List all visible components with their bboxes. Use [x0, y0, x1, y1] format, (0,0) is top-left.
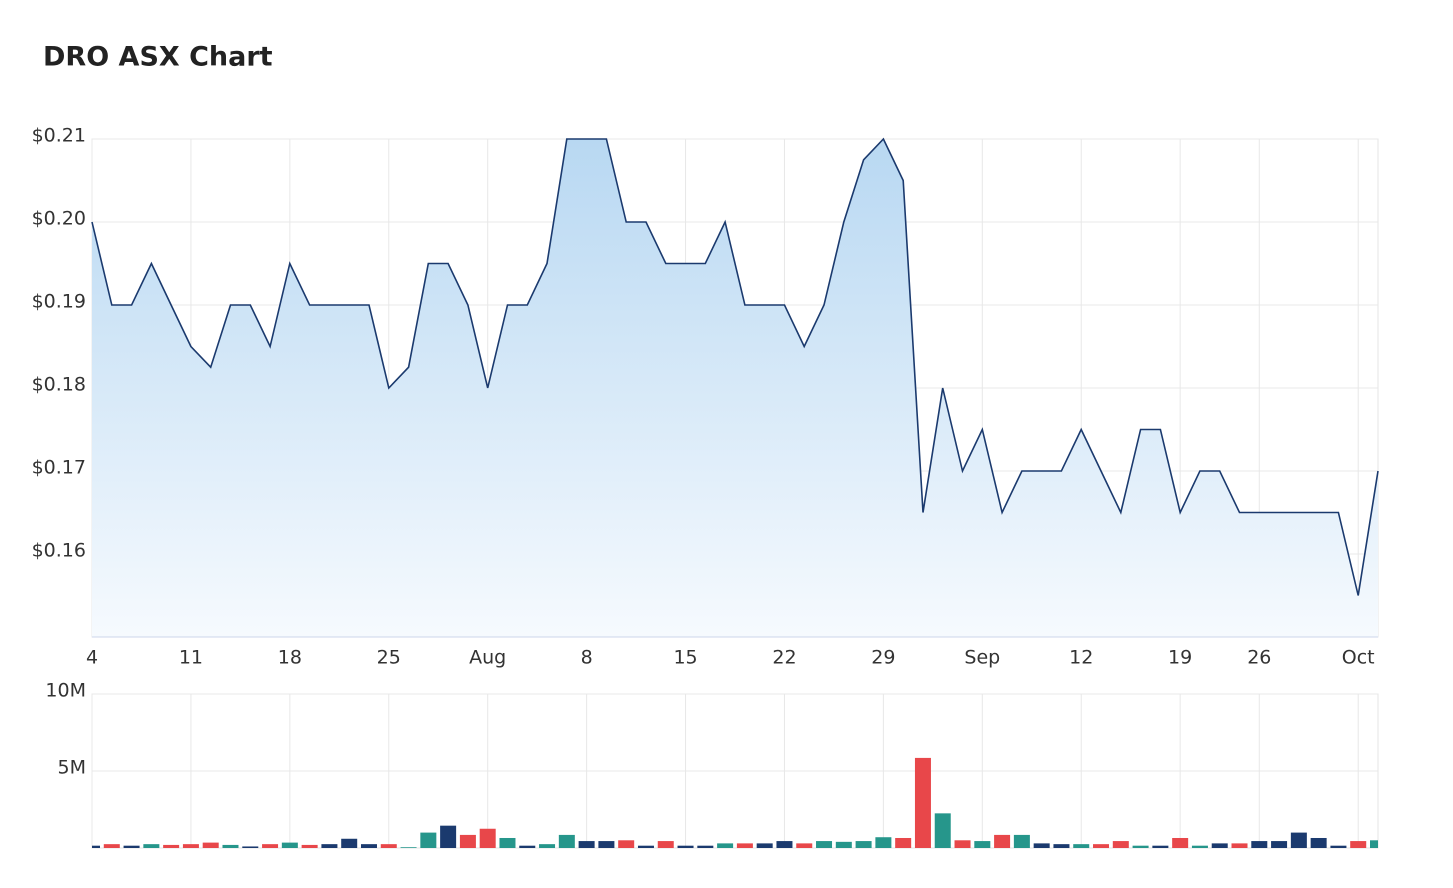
- volume-bar: [420, 832, 437, 848]
- volume-bar: [994, 834, 1011, 848]
- volume-bar: [539, 844, 556, 848]
- x-tick-label: 4: [86, 647, 98, 669]
- volume-bar: [400, 847, 417, 848]
- volume-bar: [816, 841, 833, 848]
- x-tick-label: 12: [1069, 647, 1093, 669]
- y-tick-label: $0.16: [32, 540, 86, 562]
- price-area: [92, 139, 1378, 637]
- volume-bar: [103, 844, 120, 848]
- y-tick-label: $0.18: [32, 374, 86, 396]
- volume-bar: [360, 844, 377, 848]
- volume-bar: [1073, 844, 1090, 848]
- volume-bar: [558, 834, 575, 848]
- volume-bar: [1191, 845, 1208, 848]
- price-line: [91, 137, 1379, 596]
- volume-bar: [677, 845, 694, 848]
- x-tick-label: 26: [1247, 647, 1271, 669]
- volume-bar: [1112, 841, 1129, 848]
- volume-bar: [875, 837, 892, 848]
- volume-bar: [756, 843, 773, 848]
- x-tick-label: Aug: [469, 647, 506, 669]
- volume-bar: [380, 844, 397, 848]
- y-tick-label: 5M: [58, 757, 86, 779]
- volume-bar: [321, 844, 338, 848]
- volume-bar: [1350, 841, 1367, 848]
- volume-bar: [1290, 832, 1307, 848]
- volume-bar: [242, 846, 259, 848]
- volume-bar: [301, 844, 318, 848]
- x-tick-label: 8: [581, 647, 593, 669]
- chart-title: DRO ASX Chart: [43, 42, 273, 73]
- x-tick-label: 22: [772, 647, 796, 669]
- volume-bar: [954, 840, 971, 848]
- volume-bar: [281, 842, 298, 848]
- volume-bar: [914, 757, 931, 848]
- volume-bar: [934, 813, 951, 848]
- volume-bar: [341, 838, 358, 848]
- x-tick-label: 11: [179, 647, 203, 669]
- volume-bar: [143, 844, 160, 848]
- volume-bar: [1172, 837, 1189, 848]
- volume-bar: [1330, 845, 1347, 848]
- x-tick-label: Sep: [964, 647, 1000, 669]
- volume-bar: [974, 841, 991, 848]
- volume-bar: [835, 841, 852, 848]
- y-tick-label: 10M: [45, 680, 86, 702]
- volume-bar: [796, 843, 813, 848]
- y-tick-label: $0.19: [32, 291, 86, 313]
- volume-bar: [479, 828, 496, 848]
- volume-bar: [637, 845, 654, 848]
- volume-bar: [182, 844, 199, 848]
- volume-bar: [202, 842, 219, 848]
- volume-bar: [1370, 840, 1378, 848]
- volume-bar: [1093, 844, 1110, 848]
- volume-bar: [1132, 845, 1149, 848]
- volume-bar: [163, 844, 180, 848]
- y-tick-label: $0.17: [32, 457, 86, 479]
- x-tick-label: 18: [278, 647, 302, 669]
- volume-bar: [776, 841, 793, 848]
- volume-bar: [92, 845, 100, 848]
- volume-bar: [855, 841, 872, 848]
- volume-bar: [1211, 843, 1228, 848]
- volume-bar: [1271, 841, 1288, 848]
- volume-bar: [499, 837, 516, 848]
- volume-bar: [618, 840, 635, 848]
- volume-bar: [459, 834, 476, 848]
- volume-bar: [1251, 841, 1268, 848]
- y-tick-label: $0.21: [32, 125, 86, 147]
- x-tick-label: Oct: [1342, 647, 1375, 669]
- volume-bar: [1053, 844, 1070, 848]
- volume-bar: [657, 841, 674, 848]
- volume-bar: [222, 844, 239, 848]
- volume-bar: [1231, 843, 1248, 848]
- x-tick-label: 19: [1168, 647, 1192, 669]
- volume-bar: [1310, 837, 1327, 848]
- x-tick-label: 25: [377, 647, 401, 669]
- volume-bar: [697, 845, 714, 848]
- volume-bar: [440, 825, 457, 848]
- volume-bar: [578, 841, 595, 848]
- volume-bar: [598, 841, 615, 848]
- volume-bar: [123, 845, 140, 848]
- volume-bar: [717, 843, 734, 848]
- x-tick-label: 29: [871, 647, 895, 669]
- volume-bar: [895, 837, 912, 848]
- x-tick-label: 15: [673, 647, 697, 669]
- volume-bar: [736, 843, 753, 848]
- volume-bar: [262, 844, 279, 848]
- volume-bar: [519, 845, 536, 848]
- volume-bar: [1033, 843, 1050, 848]
- volume-bar: [1152, 845, 1169, 848]
- y-tick-label: $0.20: [32, 208, 86, 230]
- volume-bar: [1013, 834, 1030, 848]
